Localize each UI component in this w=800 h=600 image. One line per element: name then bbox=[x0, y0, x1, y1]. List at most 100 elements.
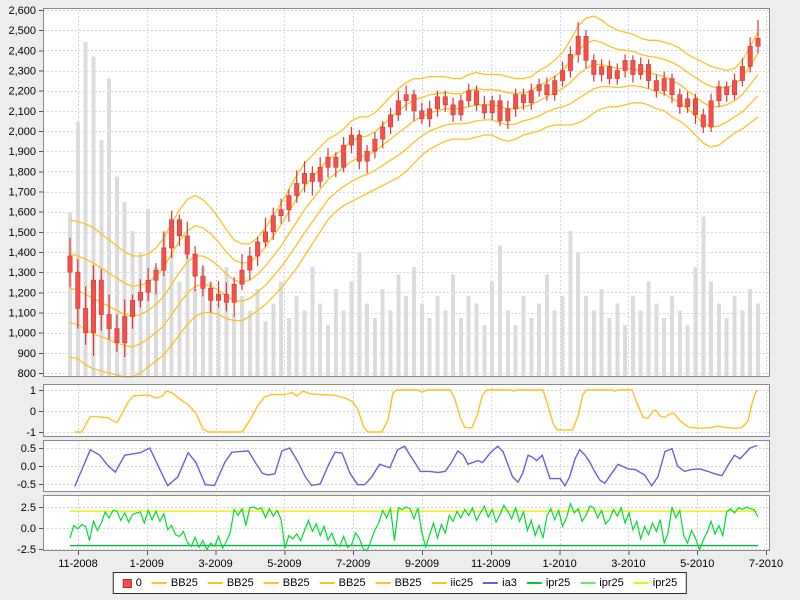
panel-sub1: 1 0 -1 bbox=[26, 384, 770, 439]
candle-body bbox=[732, 80, 738, 96]
y-tick-label: 0.0 bbox=[21, 523, 36, 535]
candle-body bbox=[317, 167, 323, 182]
candle-body bbox=[685, 98, 691, 108]
candle-body bbox=[341, 144, 347, 168]
candle-body bbox=[145, 279, 151, 293]
legend-label: ipr25 bbox=[545, 577, 571, 589]
legend-line-swatch-icon bbox=[207, 582, 223, 584]
y-tick-label: 2,200 bbox=[8, 86, 36, 98]
legend-item: BB25 bbox=[151, 577, 198, 589]
candle-body bbox=[130, 300, 136, 317]
legend-label: BB25 bbox=[226, 577, 254, 589]
bb25-line bbox=[69, 102, 759, 378]
y-tick-label: 0.0 bbox=[21, 461, 36, 473]
candle-body bbox=[669, 78, 675, 96]
candle-body bbox=[427, 108, 433, 120]
candle-body bbox=[450, 104, 456, 116]
y-tick-label: 2,500 bbox=[8, 25, 36, 37]
candle-body bbox=[380, 126, 386, 140]
legend-item: iic25 bbox=[431, 577, 474, 589]
candle-body bbox=[325, 156, 331, 168]
candle-body bbox=[161, 247, 167, 271]
x-axis-labels: 11-2008 1-2009 3-2009 5-2009 7-2009 9-2009 11-… bbox=[58, 551, 783, 570]
legend-line-swatch-icon bbox=[263, 582, 279, 584]
candle-body bbox=[599, 66, 605, 75]
y-tick-label: 900 bbox=[18, 348, 36, 360]
candle-body bbox=[67, 255, 73, 273]
candle-body bbox=[411, 94, 417, 112]
candle-body bbox=[90, 279, 96, 333]
candle-body bbox=[661, 78, 667, 91]
sub2-border bbox=[43, 440, 770, 492]
legend: 0 BB25 BB25 BB25 BB25 BB25 iic25 ia3 ipr25 ipr25 i… bbox=[112, 572, 688, 594]
legend-line-swatch-icon bbox=[483, 582, 499, 584]
x-tick-label: 11-2008 bbox=[58, 558, 98, 570]
candle-body bbox=[638, 64, 644, 75]
legend-item: 0 bbox=[122, 577, 142, 589]
bb25-line bbox=[69, 84, 759, 348]
candle-body bbox=[724, 86, 730, 96]
sub2-grid bbox=[43, 440, 770, 492]
candle-body bbox=[716, 86, 722, 102]
candle-body bbox=[294, 183, 300, 196]
candle-body bbox=[192, 253, 198, 277]
panel-sub2: 0.5 0.0 -0.5 bbox=[17, 440, 770, 492]
candle-body bbox=[231, 283, 237, 303]
candle-body bbox=[309, 173, 315, 182]
x-tick-label: 5-2009 bbox=[267, 558, 301, 570]
legend-label: iic25 bbox=[450, 577, 474, 589]
x-tick-label: 3-2010 bbox=[611, 558, 645, 570]
candle-body bbox=[442, 96, 448, 106]
candle-body bbox=[567, 54, 573, 71]
x-tick-label: 1-2010 bbox=[542, 558, 576, 570]
candle-body bbox=[552, 80, 558, 96]
x-tick-label: 5-2010 bbox=[680, 558, 714, 570]
candle-body bbox=[270, 215, 276, 233]
candle-body bbox=[356, 134, 362, 162]
candle-body bbox=[583, 35, 589, 61]
legend-item: ipr25 bbox=[526, 577, 571, 589]
y-tick-label: 2,400 bbox=[8, 45, 36, 57]
main-y-axis-labels: 2,600 2,500 2,400 2,300 2,200 2,100 2,000 1,900… bbox=[8, 5, 43, 380]
y-tick-label: 1,600 bbox=[8, 207, 36, 219]
candle-body bbox=[122, 316, 128, 344]
candle-body bbox=[481, 104, 487, 114]
sub1-y-axis-labels: 1 0 -1 bbox=[26, 385, 43, 439]
legend-item: ipr25 bbox=[580, 577, 624, 589]
legend-label: BB25 bbox=[394, 577, 422, 589]
sub3-y-axis-labels: 2.5 0.0 -2.5 bbox=[17, 502, 43, 556]
candle-body bbox=[646, 64, 652, 81]
y-tick-label: 1,000 bbox=[8, 328, 36, 340]
bb25-line bbox=[69, 15, 759, 257]
legend-item: ipr25 bbox=[633, 577, 677, 589]
y-tick-label: 1,100 bbox=[8, 308, 36, 320]
candle-body bbox=[458, 100, 464, 116]
legend-line-swatch-icon bbox=[633, 582, 649, 584]
x-tick-label: 11-2009 bbox=[471, 558, 511, 570]
y-tick-label: -1 bbox=[26, 427, 36, 439]
sub2-y-axis-labels: 0.5 0.0 -0.5 bbox=[17, 443, 43, 491]
y-tick-label: 0.5 bbox=[21, 443, 36, 455]
candle-body bbox=[653, 80, 659, 91]
y-tick-label: 1,800 bbox=[8, 166, 36, 178]
candle-body bbox=[184, 235, 190, 255]
candle-body bbox=[372, 138, 378, 152]
y-tick-label: 1,300 bbox=[8, 267, 36, 279]
legend-label: 0 bbox=[135, 577, 142, 589]
sub3-grid bbox=[43, 495, 770, 551]
legend-line-swatch-icon bbox=[375, 582, 391, 584]
y-tick-label: -0.5 bbox=[17, 479, 36, 491]
candle-body bbox=[591, 60, 597, 75]
candle-body bbox=[239, 269, 245, 285]
y-tick-label: 1,400 bbox=[8, 247, 36, 259]
x-tick-label: 1-2009 bbox=[130, 558, 164, 570]
legend-line-swatch-icon bbox=[319, 582, 335, 584]
candle-body bbox=[348, 134, 354, 146]
candle-body bbox=[474, 90, 480, 106]
legend-line-swatch-icon bbox=[526, 582, 542, 584]
candle-body bbox=[747, 46, 753, 67]
candle-body bbox=[208, 288, 214, 301]
candle-body bbox=[137, 292, 143, 301]
